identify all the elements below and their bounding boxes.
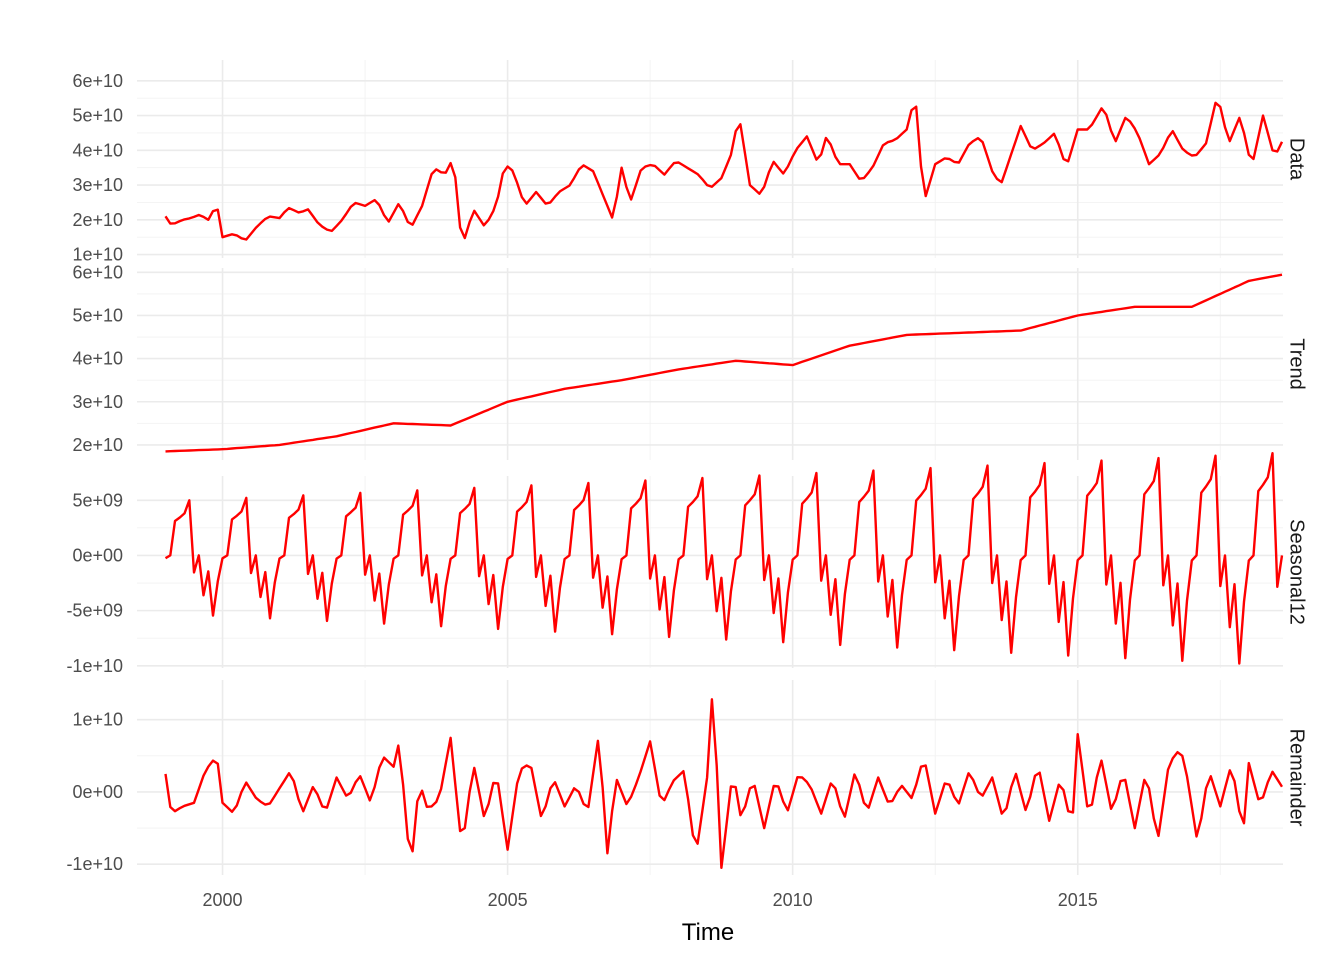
y-tick-label: -1e+10 [66,854,123,874]
y-tick-label: 6e+10 [72,71,123,91]
x-tick-label: 2010 [773,890,813,910]
y-tick-label: 1e+10 [72,245,123,265]
y-tick-label: 6e+10 [72,262,123,282]
x-tick-label: 2015 [1058,890,1098,910]
y-tick-label: 4e+10 [72,140,123,160]
strip-label: Seasonal12 [1286,519,1308,625]
y-tick-label: 5e+09 [72,490,123,510]
panel-trend: 2e+10 3e+10 4e+10 5e+10 6e+10 Trend [72,262,1308,460]
series-line-seasonal12 [164,452,1284,665]
y-tick-label: 5e+10 [72,305,123,325]
y-tick-label: 0e+00 [72,782,123,802]
y-tick-label: 2e+10 [72,210,123,230]
x-tick-label: 2005 [488,890,528,910]
panels-group: 1e+10 2e+10 3e+10 4e+10 5e+10 6e+10 Data 2e+10 3… [66,60,1308,875]
strip-label: Remainder [1286,729,1308,827]
y-tick-label: 5e+10 [72,106,123,126]
strip-label: Trend [1286,338,1308,390]
y-tick-label: -1e+10 [66,656,123,676]
strip-label: Data [1286,138,1308,181]
panel-remainder: -1e+10 0e+00 1e+10 Remainder [66,680,1308,875]
y-tick-label: 1e+10 [72,710,123,730]
y-tick-label: 0e+00 [72,545,123,565]
x-axis-title: Time [682,919,734,946]
series-line-trend [165,273,1283,453]
y-tick-label: 3e+10 [72,175,123,195]
y-tick-label: -5e+09 [66,601,123,621]
series-line-data [164,101,1284,241]
y-tick-label: 3e+10 [72,392,123,412]
x-axis: 2000 2005 2010 2015 [202,890,1097,910]
panel-seasonal12: -1e+10 -5e+09 0e+00 5e+09 Seasonal12 [66,452,1308,676]
y-tick-label: 4e+10 [72,349,123,369]
panel-data: 1e+10 2e+10 3e+10 4e+10 5e+10 6e+10 Data [72,60,1308,265]
x-tick-label: 2000 [202,890,242,910]
series-line-remainder [164,698,1284,869]
y-tick-label: 2e+10 [72,435,123,455]
